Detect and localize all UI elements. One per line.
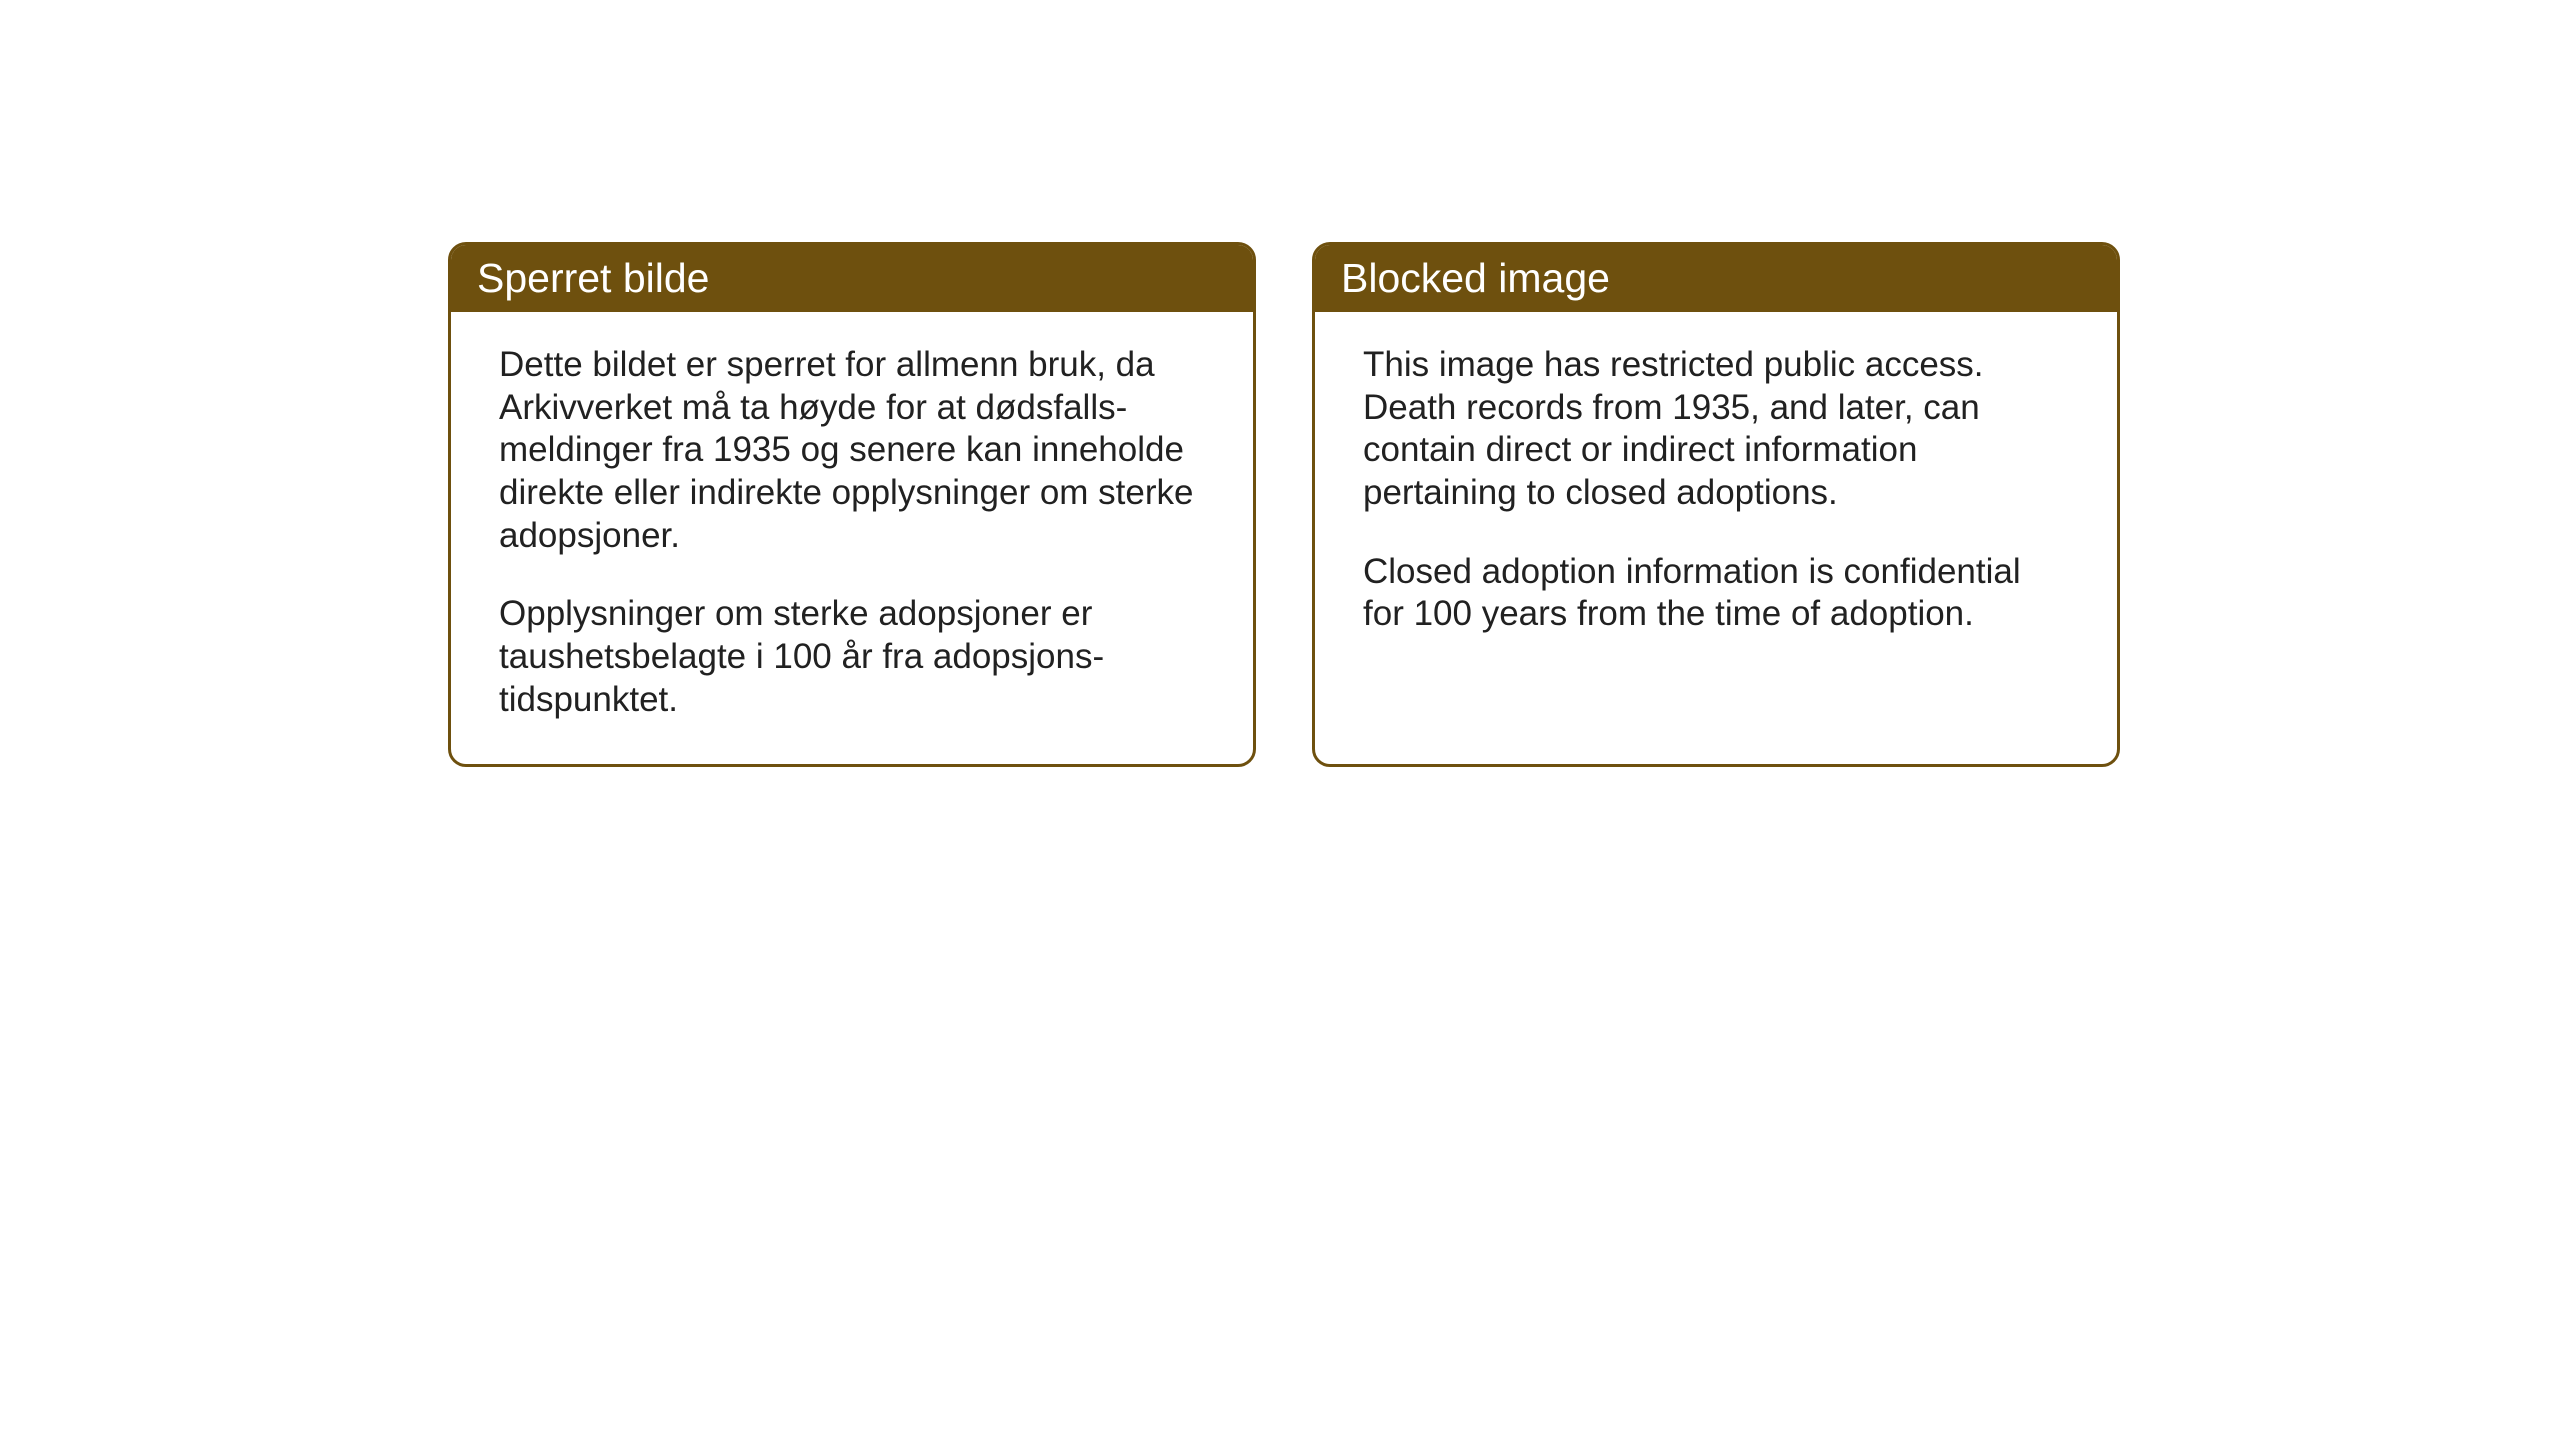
english-paragraph-1: This image has restricted public access.…	[1363, 344, 2069, 515]
norwegian-paragraph-2: Opplysninger om sterke adopsjoner er tau…	[499, 593, 1205, 721]
norwegian-card-title: Sperret bilde	[451, 245, 1253, 312]
norwegian-paragraph-1: Dette bildet er sperret for allmenn bruk…	[499, 344, 1205, 557]
english-paragraph-2: Closed adoption information is confident…	[1363, 551, 2069, 636]
english-card-title: Blocked image	[1315, 245, 2117, 312]
english-card-body: This image has restricted public access.…	[1315, 312, 2117, 678]
norwegian-card: Sperret bilde Dette bildet er sperret fo…	[448, 242, 1256, 767]
cards-container: Sperret bilde Dette bildet er sperret fo…	[448, 242, 2120, 767]
norwegian-card-body: Dette bildet er sperret for allmenn bruk…	[451, 312, 1253, 764]
english-card: Blocked image This image has restricted …	[1312, 242, 2120, 767]
